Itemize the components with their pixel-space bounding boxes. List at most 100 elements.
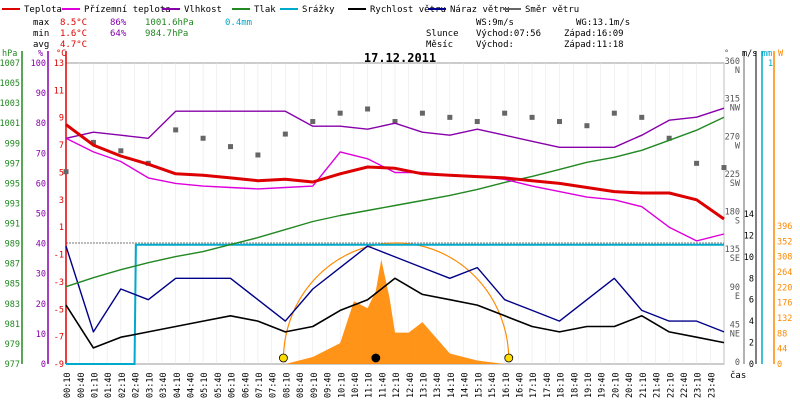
x-tick-35: 17:40 [543,372,553,398]
solar-tick-1: 352 [777,237,792,247]
x-tick-36: 18:10 [557,372,567,398]
wind-dir-label-5: SE [730,254,740,264]
stat-max-press: 1001.6hPa [145,18,194,28]
pressure-tick-1: 1005 [0,79,20,89]
wind-dir-point-10 [337,110,343,116]
x-tick-11: 05:40 [214,372,224,398]
solar-tick-4: 220 [777,283,792,293]
temperature-tick-6: 1 [59,223,64,233]
wind-dir-label-3: SW [730,179,741,189]
pressure-tick-7: 993 [5,199,20,209]
temperature-tick-8: -3 [54,278,64,288]
pressure-tick-2: 1003 [0,99,20,109]
wind-dir-label-7: NE [730,329,740,339]
x-tick-33: 16:40 [515,372,525,398]
wind-dir-point-9 [310,119,316,125]
wind-speed-tick-3: 8 [749,274,754,284]
wind-dir-point-22 [666,135,672,141]
right-unit-0: ° [724,49,729,59]
x-tick-26: 13:10 [420,372,430,398]
stat-min-label: min [33,29,49,39]
solar-tick-6: 132 [777,314,792,324]
series-srazky [66,243,724,365]
x-tick-5: 02:40 [132,372,142,398]
x-tick-44: 22:10 [666,372,676,398]
wind-dir-point-20 [611,110,617,116]
stat-max-temp: 8.5°C [60,18,87,28]
series-teplota [65,123,725,221]
humidity-tick-6: 40 [36,240,46,250]
x-tick-6: 03:10 [145,372,155,398]
wind-dir-point-17 [529,114,535,120]
wind-dir-point-1 [90,139,96,145]
wind-dir-point-0 [63,169,69,175]
x-tick-9: 04:40 [186,372,196,398]
x-axis-ticks: 00:10 00:40 01:10 01:40 02:10 02:40 03:10 03:40… [63,372,717,398]
x-tick-32: 16:10 [502,372,512,398]
wind-gust-stat: WG:13.1m/s [576,18,630,28]
wind-dir-point-15 [474,119,480,125]
chart-title: 17.12.2011 [364,51,436,65]
x-tick-45: 22:40 [680,372,690,398]
wind-dir-point-13 [419,110,425,116]
humidity-tick-10: 0 [41,360,46,370]
wind-dir-point-4 [173,127,179,133]
wind-speed-tick-6: 2 [749,339,754,349]
stat-max-hum: 86% [110,18,127,28]
legend-label-6: Náraz větru [450,5,510,15]
x-tick-3: 01:40 [104,372,114,398]
pressure-tick-11: 985 [5,280,20,290]
wind-dir-point-24 [721,165,727,171]
temperature-tick-5: 3 [59,196,64,206]
x-tick-38: 19:10 [584,372,594,398]
legend-label-0: Teplota [24,5,62,15]
solar-tick-3: 264 [777,268,792,278]
x-tick-20: 10:10 [337,372,347,398]
plot-area [65,62,725,365]
wind-dir-label-4: S [735,217,740,227]
unit-label-2: °C [56,49,66,59]
humidity-tick-2: 80 [36,119,46,129]
stat-avg-temp: 4.7°C [60,40,87,50]
x-tick-12: 06:10 [228,372,238,398]
pressure-tick-4: 999 [5,139,20,149]
wind-speed-tick-1: 12 [744,231,754,241]
x-tick-29: 14:40 [461,372,471,398]
legend-label-1: Přízemní teplota [84,5,171,15]
wind-dir-label-1: NW [730,104,741,114]
series-tlak [65,116,725,288]
x-tick-40: 20:10 [611,372,621,398]
wind-dir-point-14 [447,114,453,120]
x-tick-7: 03:40 [159,372,169,398]
wind-dir-point-7 [255,152,261,158]
x-tick-19: 09:40 [324,372,334,398]
wind-dir-deg-3: 225 [725,170,740,180]
temperature-tick-4: 5 [59,168,64,178]
pressure-tick-5: 997 [5,159,20,169]
temperature-tick-3: 7 [59,141,64,151]
x-tick-10: 05:10 [200,372,210,398]
unit-label-0: hPa [2,49,17,59]
pressure-tick-13: 981 [5,320,20,330]
wind-dir-point-11 [365,106,371,112]
wind-dir-point-16 [502,110,508,116]
sunset-text: Západ:16:09 [564,29,624,39]
legend-label-3: Tlak [254,5,276,15]
wind-dir-point-21 [639,114,645,120]
wind-dir-deg-1: 315 [725,95,740,105]
pressure-tick-9: 989 [5,240,20,250]
pressure-tick-10: 987 [5,260,20,270]
x-tick-23: 11:40 [378,372,388,398]
marker-sunrise [279,353,288,363]
legend-label-5: Rychlost větru [370,5,446,15]
legend-label-2: Vlhkost [184,5,222,15]
wind-dir-label-2: W [735,141,741,151]
pressure-tick-8: 991 [5,220,20,230]
x-tick-0: 00:10 [63,372,73,398]
x-tick-22: 11:10 [365,372,375,398]
x-tick-43: 21:40 [653,372,663,398]
x-tick-47: 23:40 [707,372,717,398]
temperature-tick-7: -1 [54,251,64,261]
x-tick-15: 07:40 [269,372,279,398]
